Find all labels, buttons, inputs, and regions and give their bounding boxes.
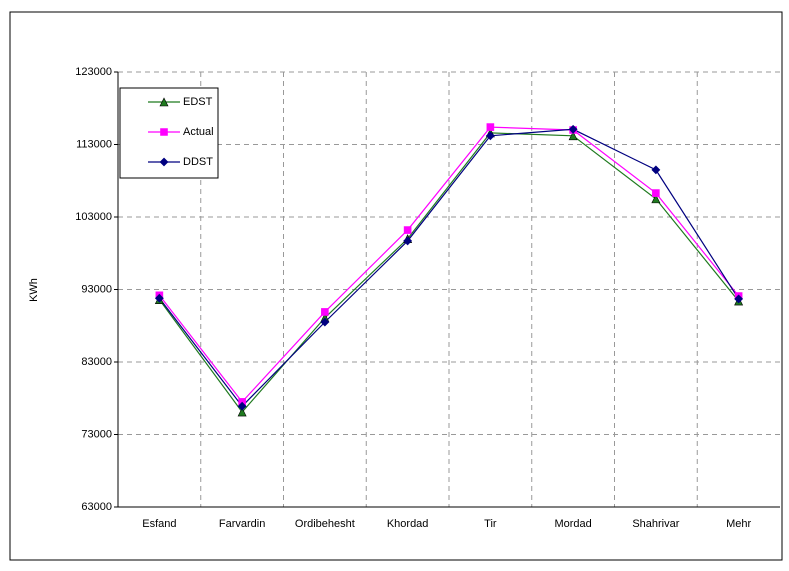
point bbox=[403, 226, 412, 234]
legend-label: EDST bbox=[183, 96, 213, 108]
point bbox=[320, 317, 330, 327]
x-tick-label: Farvardin bbox=[219, 518, 265, 530]
x-tick-label: Mehr bbox=[726, 518, 751, 530]
point bbox=[734, 294, 744, 304]
point bbox=[651, 194, 661, 204]
x-tick-label: Khordad bbox=[387, 518, 429, 530]
y-tick-label: 123000 bbox=[75, 66, 112, 78]
point bbox=[486, 123, 495, 131]
series-line bbox=[158, 126, 740, 403]
legend-box bbox=[119, 87, 219, 179]
point bbox=[154, 293, 164, 303]
x-tick-label: Shahrivar bbox=[632, 518, 679, 530]
y-tick-label: 93000 bbox=[81, 283, 112, 295]
y-tick-label: 103000 bbox=[75, 211, 112, 223]
x-tick-label: Esfand bbox=[142, 518, 176, 530]
point bbox=[403, 236, 413, 246]
x-tick-label: Ordibehesht bbox=[295, 518, 355, 530]
point bbox=[568, 131, 578, 141]
point bbox=[651, 165, 661, 175]
legend-label: DDST bbox=[183, 156, 213, 168]
y-tick-label: 63000 bbox=[81, 501, 112, 513]
point bbox=[321, 308, 329, 316]
point bbox=[237, 407, 247, 417]
y-axis-label: KWh bbox=[28, 278, 40, 302]
legend-marker bbox=[159, 157, 169, 167]
x-tick-label: Mordad bbox=[554, 518, 591, 530]
series-line bbox=[158, 128, 740, 408]
point bbox=[568, 124, 578, 134]
series-line bbox=[158, 132, 740, 413]
y-tick-label: 83000 bbox=[81, 356, 112, 368]
legend-label: Actual bbox=[183, 126, 214, 138]
point bbox=[237, 401, 247, 411]
legend-marker bbox=[159, 97, 169, 107]
x-tick-label: Tir bbox=[484, 518, 497, 530]
y-tick-label: 113000 bbox=[76, 138, 112, 150]
point bbox=[652, 189, 660, 197]
legend-marker bbox=[160, 128, 168, 136]
y-tick-label: 73000 bbox=[81, 428, 112, 440]
point bbox=[485, 131, 495, 141]
